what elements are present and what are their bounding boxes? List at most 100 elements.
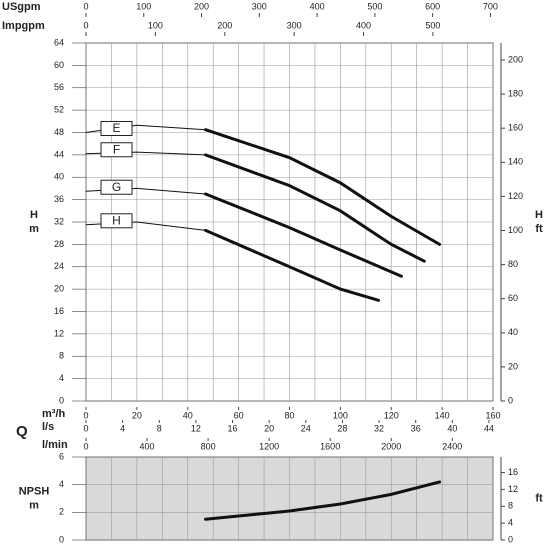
curve bbox=[204, 228, 381, 302]
y2-tick-label: 40 bbox=[508, 327, 518, 337]
tick-label: 100 bbox=[333, 410, 348, 420]
tick-label: 24 bbox=[301, 423, 311, 433]
y-tick-label: 28 bbox=[54, 239, 64, 249]
curve bbox=[204, 153, 426, 263]
tick-label: 40 bbox=[183, 410, 193, 420]
y-tick-label: 56 bbox=[54, 82, 64, 92]
tick-label: 60 bbox=[234, 410, 244, 420]
y-tick-label: 52 bbox=[54, 105, 64, 115]
q-label: Q bbox=[16, 423, 28, 440]
y2-tick-label: 60 bbox=[508, 293, 518, 303]
tick-label: 80 bbox=[284, 410, 294, 420]
tick-label: 0 bbox=[83, 410, 88, 420]
axis-label: Impgpm bbox=[2, 20, 45, 32]
y2-axis-label: ft bbox=[535, 223, 543, 235]
curve bbox=[204, 480, 442, 521]
tick-label: 0 bbox=[83, 1, 88, 11]
y-tick-label: 12 bbox=[54, 328, 64, 338]
y-tick-label: 20 bbox=[54, 284, 64, 294]
y2-axis-label: H bbox=[535, 209, 543, 221]
tick-label: 400 bbox=[310, 1, 325, 11]
y2-tick-label: 200 bbox=[508, 54, 523, 64]
tick-label: 1600 bbox=[320, 441, 340, 451]
tick-label: 100 bbox=[148, 20, 163, 30]
curve-label: F bbox=[113, 142, 120, 156]
tick-label: 140 bbox=[435, 410, 450, 420]
tick-label: 500 bbox=[367, 1, 382, 11]
y-tick-label: 6 bbox=[59, 451, 64, 461]
tick-label: 160 bbox=[485, 410, 500, 420]
y2-tick-label: 0 bbox=[508, 534, 513, 544]
tick-label: 100 bbox=[136, 1, 151, 11]
y-tick-label: 48 bbox=[54, 127, 64, 137]
y2-axis-label: ft bbox=[535, 492, 543, 504]
y2-tick-label: 16 bbox=[508, 467, 518, 477]
tick-label: 600 bbox=[425, 1, 440, 11]
tick-label: 12 bbox=[191, 423, 201, 433]
tick-label: 44 bbox=[484, 423, 494, 433]
y2-tick-label: 80 bbox=[508, 259, 518, 269]
tick-label: 2000 bbox=[381, 441, 401, 451]
tick-label: 120 bbox=[384, 410, 399, 420]
y-tick-label: 8 bbox=[59, 351, 64, 361]
curve-label: G bbox=[112, 180, 121, 194]
tick-label: 0 bbox=[83, 20, 88, 30]
y2-tick-label: 120 bbox=[508, 191, 523, 201]
y2-tick-label: 12 bbox=[508, 484, 518, 494]
tick-label: 28 bbox=[337, 423, 347, 433]
y-tick-label: 32 bbox=[54, 216, 64, 226]
tick-label: 40 bbox=[447, 423, 457, 433]
tick-label: 400 bbox=[140, 441, 155, 451]
y-tick-label: 16 bbox=[54, 306, 64, 316]
y2-tick-label: 0 bbox=[508, 395, 513, 405]
y-axis-label: m bbox=[29, 499, 39, 511]
tick-label: 32 bbox=[374, 423, 384, 433]
tick-label: 500 bbox=[425, 20, 440, 30]
curve-label-box bbox=[100, 179, 133, 195]
curve-label-box bbox=[100, 121, 133, 136]
axis-label: l/min bbox=[42, 439, 68, 451]
curve bbox=[204, 128, 442, 246]
y2-tick-label: 100 bbox=[508, 225, 523, 235]
y-tick-label: 40 bbox=[54, 172, 64, 182]
tick-label: 36 bbox=[411, 423, 421, 433]
axis-label: l/s bbox=[42, 421, 54, 433]
tick-label: 1200 bbox=[259, 441, 279, 451]
y-axis-label: NPSH bbox=[19, 485, 50, 497]
tick-label: 300 bbox=[287, 20, 302, 30]
curve bbox=[204, 192, 403, 278]
tick-label: 400 bbox=[356, 20, 371, 30]
tick-label: 200 bbox=[217, 20, 232, 30]
y-tick-label: 2 bbox=[59, 507, 64, 517]
y-axis-label: m bbox=[29, 223, 39, 235]
y2-tick-label: 160 bbox=[508, 123, 523, 133]
y-tick-label: 4 bbox=[59, 479, 64, 489]
curve-label-box bbox=[100, 213, 133, 229]
y-tick-label: 0 bbox=[59, 395, 64, 405]
y-tick-label: 44 bbox=[54, 149, 64, 159]
axis-label: m³/h bbox=[42, 408, 66, 420]
y2-tick-label: 20 bbox=[508, 361, 518, 371]
y2-tick-label: 4 bbox=[508, 518, 513, 528]
axis-label: USgpm bbox=[2, 1, 41, 13]
tick-label: 20 bbox=[264, 423, 274, 433]
tick-label: 0 bbox=[83, 423, 88, 433]
curve-label-box bbox=[100, 142, 133, 158]
y-tick-label: 0 bbox=[59, 534, 64, 544]
tick-label: 8 bbox=[157, 423, 162, 433]
tick-label: 300 bbox=[252, 1, 267, 11]
curve-label: E bbox=[112, 121, 120, 135]
y2-tick-label: 140 bbox=[508, 157, 523, 167]
tick-label: 700 bbox=[483, 1, 498, 11]
tick-label: 20 bbox=[132, 410, 142, 420]
y-tick-label: 36 bbox=[54, 194, 64, 204]
tick-label: 4 bbox=[120, 423, 125, 433]
curve-label: H bbox=[112, 213, 121, 227]
y2-tick-label: 8 bbox=[508, 501, 513, 511]
tick-label: 2400 bbox=[442, 441, 462, 451]
tick-label: 800 bbox=[201, 441, 216, 451]
tick-label: 0 bbox=[83, 441, 88, 451]
y-tick-label: 64 bbox=[54, 37, 64, 47]
